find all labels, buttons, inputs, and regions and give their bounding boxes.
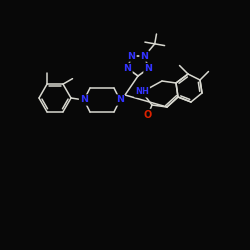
Text: N: N xyxy=(128,52,136,60)
Text: O: O xyxy=(144,110,152,120)
Text: N: N xyxy=(144,64,152,73)
Text: N: N xyxy=(80,96,88,104)
Text: N: N xyxy=(116,96,124,104)
Text: NH: NH xyxy=(135,88,149,96)
Text: N: N xyxy=(124,64,132,73)
Text: N: N xyxy=(140,52,148,60)
